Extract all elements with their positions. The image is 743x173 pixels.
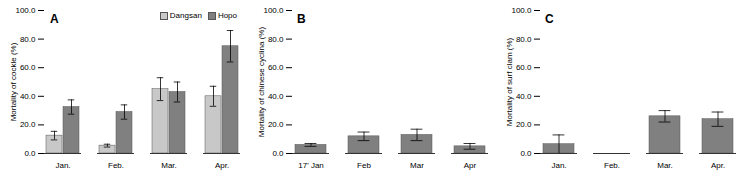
svg-text:0.0: 0.0 [520,149,532,158]
svg-text:Mar: Mar [410,161,424,170]
svg-text:40.0: 40.0 [20,92,36,101]
svg-text:Apr.: Apr. [711,161,725,170]
html-text:B: B [297,12,306,26]
svg-text:0.0: 0.0 [272,149,284,158]
svg-text:Apr.: Apr. [215,161,229,170]
svg-text:20.0: 20.0 [516,120,532,129]
svg-text:20.0: 20.0 [20,120,36,129]
svg-text:Feb: Feb [357,161,371,170]
svg-text:Jan.: Jan. [55,161,70,170]
svg-text:Mar.: Mar. [161,161,177,170]
svg-text:40.0: 40.0 [268,92,284,101]
svg-text:Mortality of cockle (%): Mortality of cockle (%) [9,42,18,121]
svg-text:Jan.: Jan. [551,161,566,170]
svg-text:Mar.: Mar. [657,161,673,170]
svg-text:100.0: 100.0 [511,6,532,15]
html-text:Dangsan: Dangsan [169,11,202,20]
svg-text:Mortality of chinese cyclina (: Mortality of chinese cyclina (%) [257,27,266,138]
svg-text:Feb.: Feb. [108,161,124,170]
svg-text:Apr: Apr [464,161,477,170]
svg-text:17' Jan: 17' Jan [298,161,324,170]
svg-text:80.0: 80.0 [268,35,284,44]
svg-text:100.0: 100.0 [263,6,284,15]
svg-text:Mortality of surf clam (%): Mortality of surf clam (%) [505,37,514,126]
svg-text:60.0: 60.0 [516,63,532,72]
svg-text:Feb.: Feb. [604,161,620,170]
svg-text:100.0: 100.0 [15,6,36,15]
html-text:Hopo: Hopo [217,11,237,20]
svg-text:80.0: 80.0 [20,35,36,44]
html-text:C: C [545,12,554,26]
svg-text:60.0: 60.0 [268,63,284,72]
svg-text:20.0: 20.0 [268,120,284,129]
svg-text:80.0: 80.0 [516,35,532,44]
svg-text:40.0: 40.0 [516,92,532,101]
svg-text:0.0: 0.0 [24,149,36,158]
html-text:A: A [50,12,59,26]
svg-text:60.0: 60.0 [20,63,36,72]
